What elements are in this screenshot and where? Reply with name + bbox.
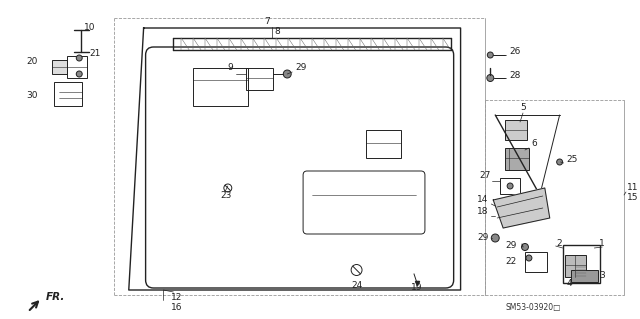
Circle shape <box>487 52 493 58</box>
Circle shape <box>76 55 82 61</box>
Bar <box>563 245 600 283</box>
Text: 29: 29 <box>477 233 488 241</box>
Text: 14: 14 <box>477 196 488 204</box>
Text: 1: 1 <box>599 239 605 248</box>
Text: 5: 5 <box>520 103 526 113</box>
Circle shape <box>557 159 563 165</box>
Text: 3: 3 <box>599 271 605 279</box>
Circle shape <box>487 75 494 81</box>
Bar <box>564 255 586 277</box>
Text: 10: 10 <box>84 23 96 32</box>
Text: 16: 16 <box>171 302 182 311</box>
Bar <box>525 252 547 272</box>
Text: 30: 30 <box>26 92 38 100</box>
Circle shape <box>76 71 82 77</box>
Bar <box>51 60 67 74</box>
Circle shape <box>492 234 499 242</box>
Text: 25: 25 <box>566 155 578 165</box>
Text: SM53-03920□: SM53-03920□ <box>505 303 561 312</box>
Circle shape <box>284 70 291 78</box>
Polygon shape <box>493 188 550 228</box>
Bar <box>67 56 87 78</box>
Bar <box>500 178 520 194</box>
Text: 23: 23 <box>220 190 231 199</box>
Text: 29: 29 <box>506 241 517 250</box>
Text: 29: 29 <box>295 63 307 72</box>
Text: FR.: FR. <box>45 292 65 302</box>
Circle shape <box>507 183 513 189</box>
Text: 9: 9 <box>227 63 233 72</box>
Bar <box>505 120 527 140</box>
Text: 28: 28 <box>509 71 520 80</box>
Text: 11: 11 <box>627 183 639 192</box>
Text: 4: 4 <box>567 278 572 287</box>
Text: 2: 2 <box>557 239 563 248</box>
Bar <box>505 148 529 170</box>
Text: 22: 22 <box>506 257 517 266</box>
Text: 18: 18 <box>477 207 488 217</box>
Text: 19: 19 <box>412 284 423 293</box>
Bar <box>570 270 598 282</box>
Text: 21: 21 <box>89 49 100 58</box>
Text: 7: 7 <box>264 18 270 26</box>
Text: 6: 6 <box>531 138 537 147</box>
Text: 12: 12 <box>171 293 182 302</box>
Bar <box>246 68 273 90</box>
Text: 27: 27 <box>479 172 490 181</box>
Text: 26: 26 <box>509 48 520 56</box>
Text: 15: 15 <box>627 194 639 203</box>
Bar <box>193 68 248 106</box>
Text: 8: 8 <box>275 27 280 36</box>
Text: 24: 24 <box>351 280 362 290</box>
Circle shape <box>526 255 532 261</box>
Circle shape <box>522 243 529 250</box>
Bar <box>367 130 401 158</box>
Bar <box>54 82 82 106</box>
Text: 20: 20 <box>26 57 38 66</box>
